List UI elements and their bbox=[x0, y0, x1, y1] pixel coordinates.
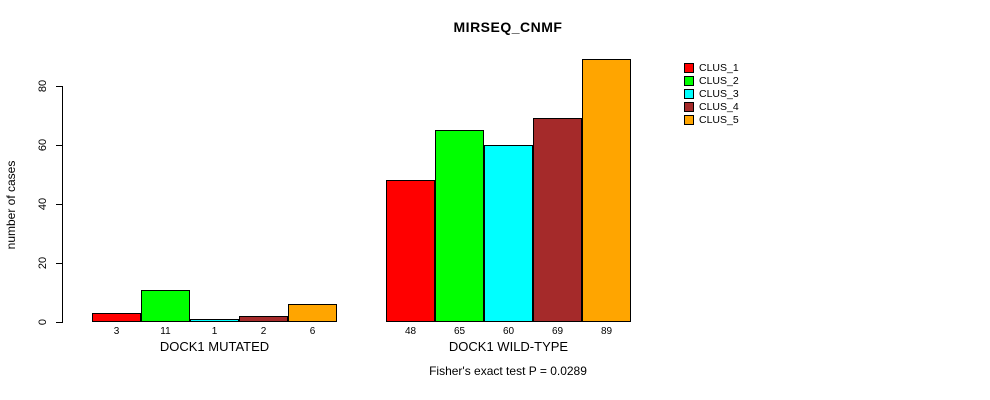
bar-clus_5-group1 bbox=[288, 304, 337, 322]
legend-swatch bbox=[684, 75, 694, 86]
bar-value-label: 60 bbox=[502, 326, 515, 337]
legend-item: CLUS_5 bbox=[684, 113, 739, 126]
bar-clus_2-group1 bbox=[141, 290, 190, 322]
legend-swatch bbox=[684, 101, 694, 112]
bar-value-label: 69 bbox=[551, 326, 564, 337]
bar-clus_4-group2 bbox=[533, 118, 582, 322]
y-axis-tick-label: 80 bbox=[37, 79, 49, 93]
legend-label: CLUS_4 bbox=[699, 100, 739, 113]
bar-clus_2-group2 bbox=[435, 130, 484, 322]
legend-label: CLUS_5 bbox=[699, 113, 739, 126]
bar-clus_3-group1 bbox=[190, 319, 239, 322]
chart-title: MIRSEQ_CNMF bbox=[453, 19, 563, 35]
legend-item: CLUS_3 bbox=[684, 87, 739, 100]
bar-value-label: 3 bbox=[113, 326, 120, 337]
legend-label: CLUS_3 bbox=[699, 87, 739, 100]
bar-clus_3-group2 bbox=[484, 145, 533, 322]
y-axis-tick-label: 60 bbox=[37, 138, 49, 152]
y-axis-tick bbox=[56, 145, 62, 146]
bar-clus_5-group2 bbox=[582, 59, 631, 322]
legend-label: CLUS_2 bbox=[699, 74, 739, 87]
y-axis-tick-label: 0 bbox=[37, 318, 49, 326]
bar-value-label: 48 bbox=[404, 326, 417, 337]
bar-clus_4-group1 bbox=[239, 316, 288, 322]
y-axis-line bbox=[62, 86, 63, 323]
y-axis-tick bbox=[56, 204, 62, 205]
legend: CLUS_1 CLUS_2 CLUS_3 CLUS_4 CLUS_5 bbox=[684, 61, 739, 126]
legend-item: CLUS_1 bbox=[684, 61, 739, 74]
bar-value-label: 6 bbox=[309, 326, 316, 337]
y-axis-tick bbox=[56, 86, 62, 87]
y-axis-tick bbox=[56, 263, 62, 264]
legend-swatch bbox=[684, 88, 694, 99]
bar-value-label: 89 bbox=[600, 326, 613, 337]
y-axis-tick bbox=[56, 322, 62, 323]
annotation-pvalue: Fisher's exact test P = 0.0289 bbox=[429, 364, 587, 378]
bar-value-label: 1 bbox=[211, 326, 218, 337]
bar-clus_1-group2 bbox=[386, 180, 435, 322]
legend-swatch bbox=[684, 114, 694, 125]
bar-value-label: 2 bbox=[260, 326, 267, 337]
legend-item: CLUS_2 bbox=[684, 74, 739, 87]
legend-label: CLUS_1 bbox=[699, 61, 739, 74]
group-label: DOCK1 MUTATED bbox=[159, 339, 270, 354]
y-axis-tick-label: 40 bbox=[37, 197, 49, 211]
legend-item: CLUS_4 bbox=[684, 100, 739, 113]
group-label: DOCK1 WILD-TYPE bbox=[448, 339, 569, 354]
bar-value-label: 65 bbox=[453, 326, 466, 337]
bar-clus_1-group1 bbox=[92, 313, 141, 322]
bar-value-label: 11 bbox=[160, 326, 171, 337]
y-axis-tick-label: 20 bbox=[37, 256, 49, 270]
legend-swatch bbox=[684, 62, 694, 73]
